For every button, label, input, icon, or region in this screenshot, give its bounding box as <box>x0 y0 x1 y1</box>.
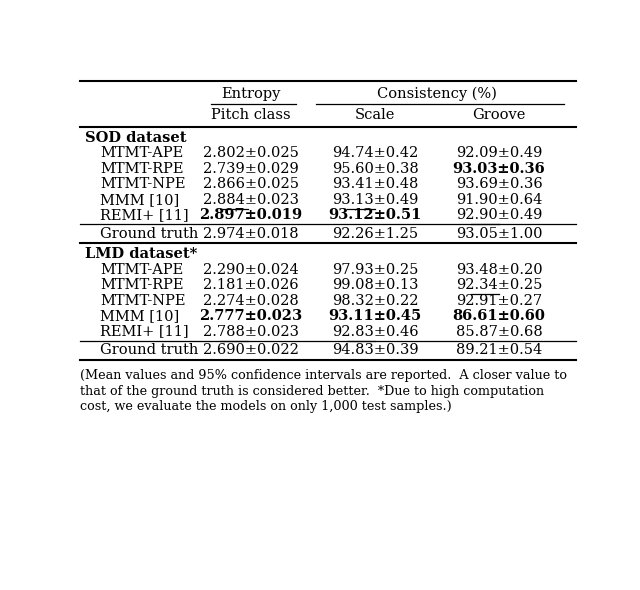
Text: 92.09±0.49: 92.09±0.49 <box>456 146 542 160</box>
Text: 92.83±0.46: 92.83±0.46 <box>332 324 419 339</box>
Text: MTMT-RPE: MTMT-RPE <box>100 278 183 292</box>
Text: 92.26±1.25: 92.26±1.25 <box>332 227 418 241</box>
Text: 97.93±0.25: 97.93±0.25 <box>332 263 419 277</box>
Text: 92.34±0.25: 92.34±0.25 <box>456 278 542 292</box>
Text: REMI+ [11]: REMI+ [11] <box>100 208 188 222</box>
Text: 92.91±0.27: 92.91±0.27 <box>456 294 542 307</box>
Text: MMM [10]: MMM [10] <box>100 309 179 323</box>
Text: Pitch class: Pitch class <box>211 108 291 122</box>
Text: 93.13±0.49: 93.13±0.49 <box>332 193 419 207</box>
Text: MTMT-APE: MTMT-APE <box>100 263 183 277</box>
Text: MTMT-APE: MTMT-APE <box>100 146 183 160</box>
Text: 93.12±0.51: 93.12±0.51 <box>328 208 422 222</box>
Text: 92.90±0.49: 92.90±0.49 <box>456 208 542 222</box>
Text: 2.274±0.028: 2.274±0.028 <box>204 294 299 307</box>
Text: 93.41±0.48: 93.41±0.48 <box>332 178 419 191</box>
Text: Scale: Scale <box>355 108 396 122</box>
Text: LMD dataset*: LMD dataset* <box>85 247 197 261</box>
Text: 94.74±0.42: 94.74±0.42 <box>332 146 419 160</box>
Text: Consistency (%): Consistency (%) <box>377 86 497 101</box>
Text: Ground truth: Ground truth <box>100 227 198 241</box>
Text: (Mean values and 95% confidence intervals are reported.  A closer value to: (Mean values and 95% confidence interval… <box>80 369 567 382</box>
Text: 89.21±0.54: 89.21±0.54 <box>456 343 542 357</box>
Text: 2.866±0.025: 2.866±0.025 <box>203 178 299 191</box>
Text: Ground truth: Ground truth <box>100 343 198 357</box>
Text: 94.83±0.39: 94.83±0.39 <box>332 343 419 357</box>
Text: SOD dataset: SOD dataset <box>85 131 186 145</box>
Text: Entropy: Entropy <box>221 87 281 100</box>
Text: 2.884±0.023: 2.884±0.023 <box>203 193 299 207</box>
Text: 2.690±0.022: 2.690±0.022 <box>203 343 299 357</box>
Text: 2.290±0.024: 2.290±0.024 <box>204 263 299 277</box>
Text: 93.11±0.45: 93.11±0.45 <box>328 309 422 323</box>
Text: 93.48±0.20: 93.48±0.20 <box>456 263 543 277</box>
Text: 98.32±0.22: 98.32±0.22 <box>332 294 419 307</box>
Text: 2.181±0.026: 2.181±0.026 <box>204 278 299 292</box>
Text: Groove: Groove <box>472 108 526 122</box>
Text: 91.90±0.64: 91.90±0.64 <box>456 193 542 207</box>
Text: 99.08±0.13: 99.08±0.13 <box>332 278 419 292</box>
Text: 95.60±0.38: 95.60±0.38 <box>332 162 419 176</box>
Text: 2.802±0.025: 2.802±0.025 <box>203 146 299 160</box>
Text: 93.05±1.00: 93.05±1.00 <box>456 227 542 241</box>
Text: MTMT-NPE: MTMT-NPE <box>100 294 186 307</box>
Text: 85.87±0.68: 85.87±0.68 <box>456 324 543 339</box>
Text: 93.03±0.36: 93.03±0.36 <box>452 162 545 176</box>
Text: MTMT-NPE: MTMT-NPE <box>100 178 186 191</box>
Text: MTMT-RPE: MTMT-RPE <box>100 162 183 176</box>
Text: 2.739±0.029: 2.739±0.029 <box>204 162 299 176</box>
Text: that of the ground truth is considered better.  *Due to high computation: that of the ground truth is considered b… <box>80 385 544 398</box>
Text: 2.788±0.023: 2.788±0.023 <box>203 324 299 339</box>
Text: 2.777±0.023: 2.777±0.023 <box>200 309 303 323</box>
Text: 2.897±0.019: 2.897±0.019 <box>200 208 303 222</box>
Text: 93.69±0.36: 93.69±0.36 <box>456 178 543 191</box>
Text: cost, we evaluate the models on only 1,000 test samples.): cost, we evaluate the models on only 1,0… <box>80 401 452 414</box>
Text: MMM [10]: MMM [10] <box>100 193 179 207</box>
Text: 2.974±0.018: 2.974±0.018 <box>204 227 299 241</box>
Text: 86.61±0.60: 86.61±0.60 <box>452 309 545 323</box>
Text: REMI+ [11]: REMI+ [11] <box>100 324 188 339</box>
